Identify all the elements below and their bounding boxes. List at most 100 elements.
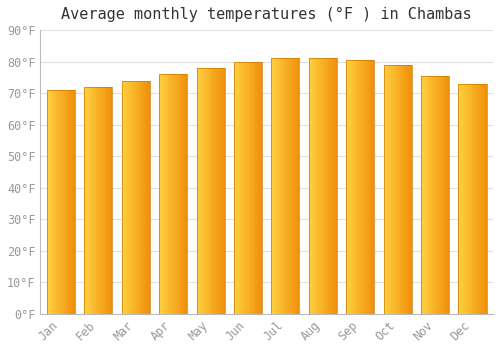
Bar (177, 74, 178, 314)
Bar (164, 74, 166, 314)
Bar (52, 90, 54, 314)
Bar (161, 74, 162, 314)
Bar (421, 76, 449, 314)
Bar (409, 65, 410, 314)
Bar (289, 58, 290, 314)
Bar (439, 76, 440, 314)
Bar (71, 90, 72, 314)
Bar (131, 80, 132, 314)
Bar (54, 90, 56, 314)
Bar (384, 65, 386, 314)
Bar (173, 74, 174, 314)
Bar (334, 58, 335, 314)
Bar (277, 58, 278, 314)
Bar (333, 58, 334, 314)
Bar (218, 68, 219, 314)
Bar (110, 87, 112, 314)
Bar (476, 84, 477, 314)
Bar (174, 74, 175, 314)
Bar (103, 87, 104, 314)
Bar (176, 74, 177, 314)
Bar (203, 68, 204, 314)
Bar (146, 80, 147, 314)
Bar (85, 87, 86, 314)
Bar (404, 65, 405, 314)
Bar (196, 68, 224, 314)
Bar (138, 80, 140, 314)
Bar (208, 68, 210, 314)
Bar (279, 58, 280, 314)
Bar (99, 87, 100, 314)
Bar (87, 87, 88, 314)
Bar (200, 68, 201, 314)
Bar (405, 65, 406, 314)
Bar (332, 58, 333, 314)
Bar (391, 65, 392, 314)
Bar (63, 90, 64, 314)
Bar (56, 90, 57, 314)
Bar (428, 76, 430, 314)
Bar (88, 87, 89, 314)
Bar (434, 76, 435, 314)
Bar (323, 58, 324, 314)
Bar (144, 80, 145, 314)
Bar (309, 58, 310, 314)
Bar (288, 58, 289, 314)
Bar (68, 90, 70, 314)
Bar (273, 58, 274, 314)
Bar (48, 90, 50, 314)
Bar (163, 74, 164, 314)
Bar (351, 60, 352, 314)
Bar (314, 58, 316, 314)
Bar (102, 87, 103, 314)
Bar (248, 62, 249, 314)
Bar (244, 62, 245, 314)
Bar (202, 68, 203, 314)
Bar (364, 60, 365, 314)
Bar (90, 87, 91, 314)
Bar (406, 65, 407, 314)
Bar (175, 74, 176, 314)
Bar (321, 58, 322, 314)
Bar (122, 80, 150, 314)
Bar (331, 58, 332, 314)
Bar (60, 90, 61, 314)
Bar (207, 68, 208, 314)
Bar (358, 60, 360, 314)
Bar (400, 65, 402, 314)
Bar (388, 65, 389, 314)
Bar (484, 84, 486, 314)
Bar (368, 60, 370, 314)
Bar (261, 62, 262, 314)
Bar (274, 58, 275, 314)
Bar (328, 58, 330, 314)
Bar (482, 84, 483, 314)
Bar (140, 80, 141, 314)
Bar (466, 84, 467, 314)
Bar (61, 90, 62, 314)
Bar (463, 84, 464, 314)
Bar (126, 80, 128, 314)
Bar (89, 87, 90, 314)
Bar (366, 60, 367, 314)
Bar (91, 87, 92, 314)
Bar (316, 58, 317, 314)
Bar (249, 62, 250, 314)
Bar (474, 84, 476, 314)
Bar (72, 90, 73, 314)
Bar (448, 76, 449, 314)
Bar (335, 58, 336, 314)
Bar (291, 58, 292, 314)
Bar (462, 84, 463, 314)
Bar (66, 90, 68, 314)
Bar (360, 60, 361, 314)
Bar (346, 60, 347, 314)
Bar (319, 58, 320, 314)
Bar (58, 90, 59, 314)
Bar (247, 62, 248, 314)
Bar (402, 65, 404, 314)
Bar (309, 58, 337, 314)
Bar (472, 84, 474, 314)
Bar (148, 80, 149, 314)
Bar (396, 65, 398, 314)
